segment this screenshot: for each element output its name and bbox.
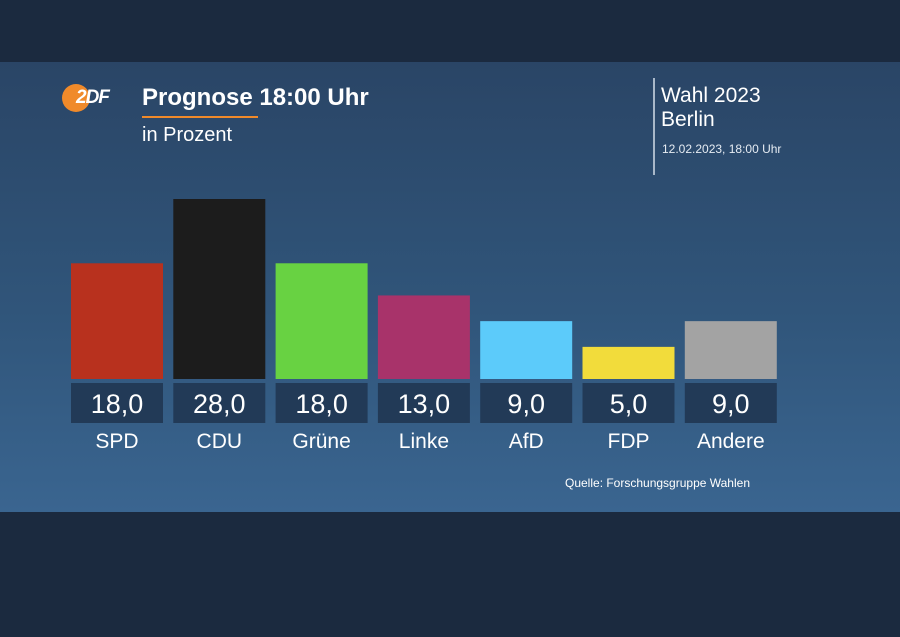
- value-box-andere: [684, 383, 777, 423]
- category-label-gr-ne: Grüne: [292, 430, 350, 453]
- value-label-spd: 18,0: [91, 389, 144, 419]
- category-label-linke: Linke: [399, 430, 449, 453]
- value-label-gr-ne: 18,0: [295, 389, 348, 419]
- logo-circle-icon: [62, 84, 90, 112]
- category-label-fdp: FDP: [608, 430, 650, 453]
- title-underline: [142, 116, 258, 118]
- value-label-afd: 9,0: [507, 389, 545, 419]
- election-info: Wahl 2023 Berlin: [661, 84, 761, 132]
- value-box-cdu: [173, 383, 266, 423]
- value-label-fdp: 5,0: [610, 389, 648, 419]
- bar-afd: [480, 321, 573, 379]
- value-box-linke: [377, 383, 470, 423]
- logo-text: 2DF: [76, 87, 110, 108]
- bar-andere: [684, 321, 777, 379]
- category-label-spd: SPD: [95, 430, 138, 453]
- value-label-linke: 13,0: [398, 389, 451, 419]
- category-label-afd: AfD: [509, 430, 544, 453]
- election-name: Wahl 2023: [661, 84, 761, 107]
- election-region: Berlin: [661, 108, 715, 131]
- source-note: Quelle: Forschungsgruppe Wahlen: [565, 476, 750, 490]
- value-box-afd: [480, 383, 573, 423]
- category-label-cdu: CDU: [197, 430, 243, 453]
- chart-title: Prognose 18:00 Uhr: [142, 84, 369, 111]
- bar-cdu: [173, 199, 266, 379]
- value-box-fdp: [582, 383, 675, 423]
- value-label-andere: 9,0: [712, 389, 750, 419]
- value-label-cdu: 28,0: [193, 389, 246, 419]
- bar-chart: 18,0 SPD 28,0 CDU 18,0 Grüne 13,0 Linke 9,0 AfD 5,…: [71, 199, 777, 453]
- category-label-andere: Andere: [697, 430, 765, 453]
- zdf-logo: 2DF: [62, 84, 116, 112]
- bar-fdp: [582, 346, 675, 379]
- header-divider: [653, 78, 655, 175]
- value-box-gr-ne: [275, 383, 368, 423]
- bar-linke: [377, 295, 470, 379]
- chart-panel: 2DF Prognose 18:00 Uhr in Prozent Wahl 2…: [0, 62, 900, 512]
- chart-subtitle: in Prozent: [142, 124, 233, 146]
- bar-gr-ne: [275, 263, 368, 379]
- timestamp: 12.02.2023, 18:00 Uhr: [662, 142, 782, 156]
- bar-spd: [71, 263, 163, 379]
- value-box-spd: [71, 383, 163, 423]
